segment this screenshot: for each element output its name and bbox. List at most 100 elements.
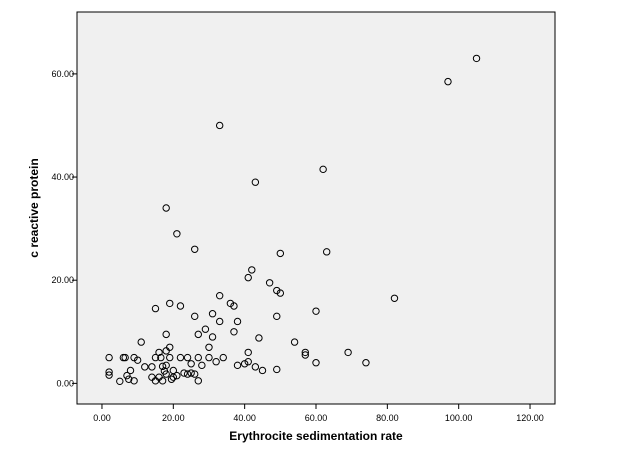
data-point — [133, 356, 142, 364]
data-point — [230, 328, 238, 336]
y-tick-label: 60.00 — [51, 69, 74, 79]
data-point — [276, 249, 285, 258]
data-point — [162, 204, 170, 212]
data-point — [167, 375, 176, 383]
data-point — [176, 302, 185, 310]
data-point — [251, 178, 260, 186]
data-point — [141, 363, 149, 371]
data-point — [148, 363, 156, 371]
data-point — [205, 353, 213, 362]
x-tick-label: 120.00 — [516, 413, 544, 423]
x-axis: 0.00 20.00 40.00 60.00 80.00 100.00 120.00 — [93, 404, 544, 423]
data-point — [166, 299, 174, 308]
data-point — [273, 312, 281, 321]
data-point — [244, 273, 252, 282]
data-point — [166, 343, 174, 351]
data-point — [233, 361, 242, 370]
data-point — [183, 353, 192, 362]
data-point — [251, 363, 260, 371]
data-point — [301, 348, 309, 357]
data-point — [301, 351, 309, 359]
data-point — [194, 377, 202, 385]
y-tick-label: 20.00 — [51, 275, 74, 285]
data-point — [319, 165, 327, 174]
data-point — [155, 348, 163, 357]
data-point — [180, 369, 188, 377]
data-point — [116, 377, 124, 386]
data-point — [191, 245, 199, 253]
data-point — [162, 330, 170, 339]
data-point — [166, 353, 174, 362]
data-point — [191, 312, 199, 321]
data-point — [290, 338, 299, 346]
data-point — [137, 338, 145, 346]
x-tick-label: 100.00 — [445, 413, 473, 423]
data-point — [240, 360, 249, 368]
data-point — [312, 359, 320, 367]
data-point — [191, 370, 199, 378]
data-point — [212, 358, 220, 366]
data-point — [215, 291, 224, 300]
data-point — [344, 348, 352, 357]
data-point — [157, 353, 165, 362]
x-tick-label: 60.00 — [305, 413, 328, 423]
data-point — [273, 365, 281, 374]
data-point — [105, 368, 113, 376]
data-point — [105, 353, 113, 362]
data-point — [444, 77, 452, 86]
data-point — [173, 230, 181, 238]
x-tick-label: 0.00 — [93, 413, 111, 423]
data-point — [362, 359, 370, 367]
data-point — [208, 333, 217, 341]
data-point — [244, 358, 252, 366]
data-point — [215, 317, 224, 326]
data-point — [183, 370, 192, 378]
data-point — [158, 362, 167, 371]
data-point — [233, 317, 242, 326]
data-point — [194, 353, 202, 362]
data-point — [215, 121, 224, 130]
data-point — [126, 366, 135, 375]
data-point — [162, 361, 170, 370]
data-point — [258, 366, 267, 375]
data-point — [265, 279, 274, 287]
data-point — [187, 360, 195, 368]
y-tick-label: 0.00 — [56, 378, 74, 388]
data-point — [472, 54, 481, 63]
data-point — [205, 343, 213, 351]
x-axis-title: Erythrocite sedimentation rate — [229, 429, 403, 443]
data-point — [173, 371, 181, 380]
data-point — [198, 361, 206, 370]
data-points — [105, 54, 481, 386]
data-point — [130, 377, 138, 385]
data-point — [158, 377, 167, 385]
data-point — [390, 294, 399, 302]
data-point — [244, 348, 252, 357]
data-point — [169, 373, 178, 381]
x-tick-label: 80.00 — [376, 413, 399, 423]
data-point — [125, 375, 133, 383]
y-tick-label: 40.00 — [51, 172, 74, 182]
data-point — [187, 369, 195, 377]
data-point — [123, 371, 131, 380]
data-point — [162, 370, 170, 378]
data-point — [276, 289, 285, 297]
y-axis-title: c reactive protein — [27, 158, 41, 257]
y-axis: 0.00 20.00 40.00 60.00 — [51, 69, 77, 388]
x-tick-label: 20.00 — [162, 413, 185, 423]
data-point — [105, 371, 113, 379]
data-point — [248, 266, 256, 274]
data-point — [151, 304, 160, 313]
data-point — [323, 248, 331, 256]
data-point — [312, 307, 320, 315]
data-point — [151, 353, 160, 362]
plot-area — [76, 11, 556, 405]
data-point — [219, 353, 227, 362]
data-point — [255, 334, 263, 342]
data-point — [201, 325, 210, 333]
data-point — [194, 330, 202, 339]
data-point — [176, 353, 185, 362]
data-point — [208, 310, 217, 318]
x-tick-label: 40.00 — [233, 413, 256, 423]
